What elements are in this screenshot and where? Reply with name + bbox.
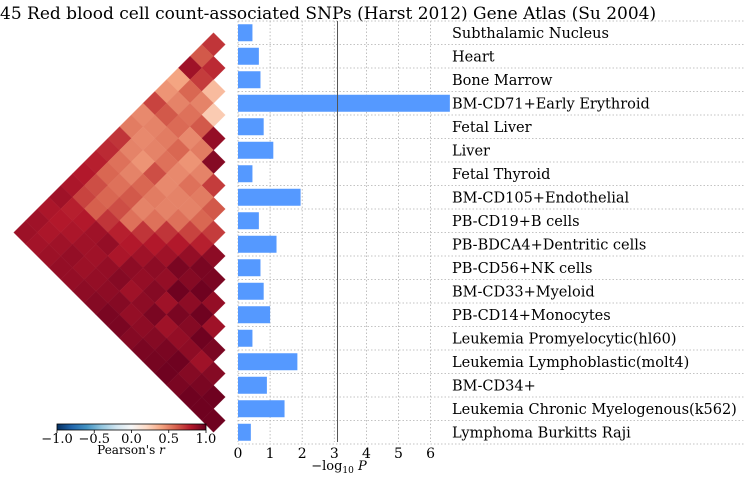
x-axis-label-subscript: 10 <box>342 466 354 476</box>
bar <box>238 306 271 324</box>
x-tick-label: 1 <box>266 446 275 462</box>
bar <box>238 165 253 183</box>
x-axis-label: −log10 P <box>311 459 367 476</box>
colorbar: −1.0 −0.5 0.0 0.5 1.0 Pearson's r <box>41 423 216 457</box>
bar <box>238 188 301 206</box>
category-label: Leukemia Promyelocytic(hl60) <box>452 331 677 347</box>
colorbar-tick-label: 0.0 <box>121 432 142 447</box>
x-tick-label: 2 <box>298 446 307 462</box>
heatmap <box>13 32 226 433</box>
category-label: Heart <box>452 49 495 65</box>
x-tick-label: 4 <box>362 446 371 462</box>
category-label: Leukemia Chronic Myelogenous(k562) <box>452 402 737 418</box>
bar <box>238 141 274 159</box>
x-tick-label: 3 <box>330 446 339 462</box>
bar <box>238 282 264 300</box>
bar-series <box>238 24 450 441</box>
colorbar-gradient <box>56 423 207 431</box>
category-label: PB-CD56+NK cells <box>452 261 592 277</box>
x-tick-label: 6 <box>426 446 435 462</box>
bar <box>238 212 259 230</box>
category-label: BM-CD34+ <box>452 378 536 394</box>
bar <box>238 118 264 136</box>
category-label: Liver <box>452 143 490 159</box>
x-axis-label-tail: P <box>354 459 367 474</box>
chart-title: 45 Red blood cell count-associated SNPs … <box>0 4 656 24</box>
category-label: PB-CD19+B cells <box>452 214 580 230</box>
x-gridlines <box>237 20 744 445</box>
bar <box>238 423 251 441</box>
bar <box>238 376 267 394</box>
bar <box>238 400 285 418</box>
bar <box>238 47 259 65</box>
category-label: Leukemia Lymphoblastic(molt4) <box>452 355 689 371</box>
category-label: BM-CD105+Endothelial <box>452 190 630 206</box>
colorbar-tick-label: −0.5 <box>78 432 110 447</box>
colorbar-label-main: Pearson's <box>97 443 159 457</box>
category-label: Lymphoma Burkitts Raji <box>452 425 631 441</box>
colorbar-ticks: −1.0 −0.5 0.0 0.5 1.0 <box>41 430 216 447</box>
category-label: Bone Marrow <box>452 73 553 89</box>
category-label: Subthalamic Nucleus <box>452 26 609 42</box>
bar <box>238 259 261 277</box>
colorbar-label: Pearson's r <box>97 443 166 457</box>
bar <box>238 235 277 253</box>
bar <box>238 71 261 89</box>
bar <box>238 94 450 112</box>
colorbar-tick-label: −1.0 <box>41 432 73 447</box>
heatmap-cell <box>201 408 226 433</box>
x-tick-label: 5 <box>394 446 403 462</box>
bar <box>238 329 253 347</box>
category-label: PB-CD14+Monocytes <box>452 308 611 324</box>
bar <box>238 24 253 42</box>
category-label: BM-CD71+Early Erythroid <box>452 96 650 112</box>
bar <box>238 353 298 371</box>
category-label: PB-BDCA4+Dentritic cells <box>452 237 646 253</box>
x-axis-label-main: −log <box>311 459 342 474</box>
x-tick-labels: 0 1 2 3 4 5 6 <box>234 446 436 462</box>
category-labels: Subthalamic Nucleus Heart Bone Marrow BM-CD… <box>452 26 737 442</box>
category-label: BM-CD33+Myeloid <box>452 284 595 300</box>
x-tick-label: 0 <box>234 446 243 462</box>
colorbar-tick-label: 0.5 <box>158 432 179 447</box>
category-label: Fetal Liver <box>452 120 532 136</box>
colorbar-tick-label: 1.0 <box>196 432 217 447</box>
colorbar-label-italic: r <box>159 443 166 457</box>
category-label: Fetal Thyroid <box>452 167 550 183</box>
